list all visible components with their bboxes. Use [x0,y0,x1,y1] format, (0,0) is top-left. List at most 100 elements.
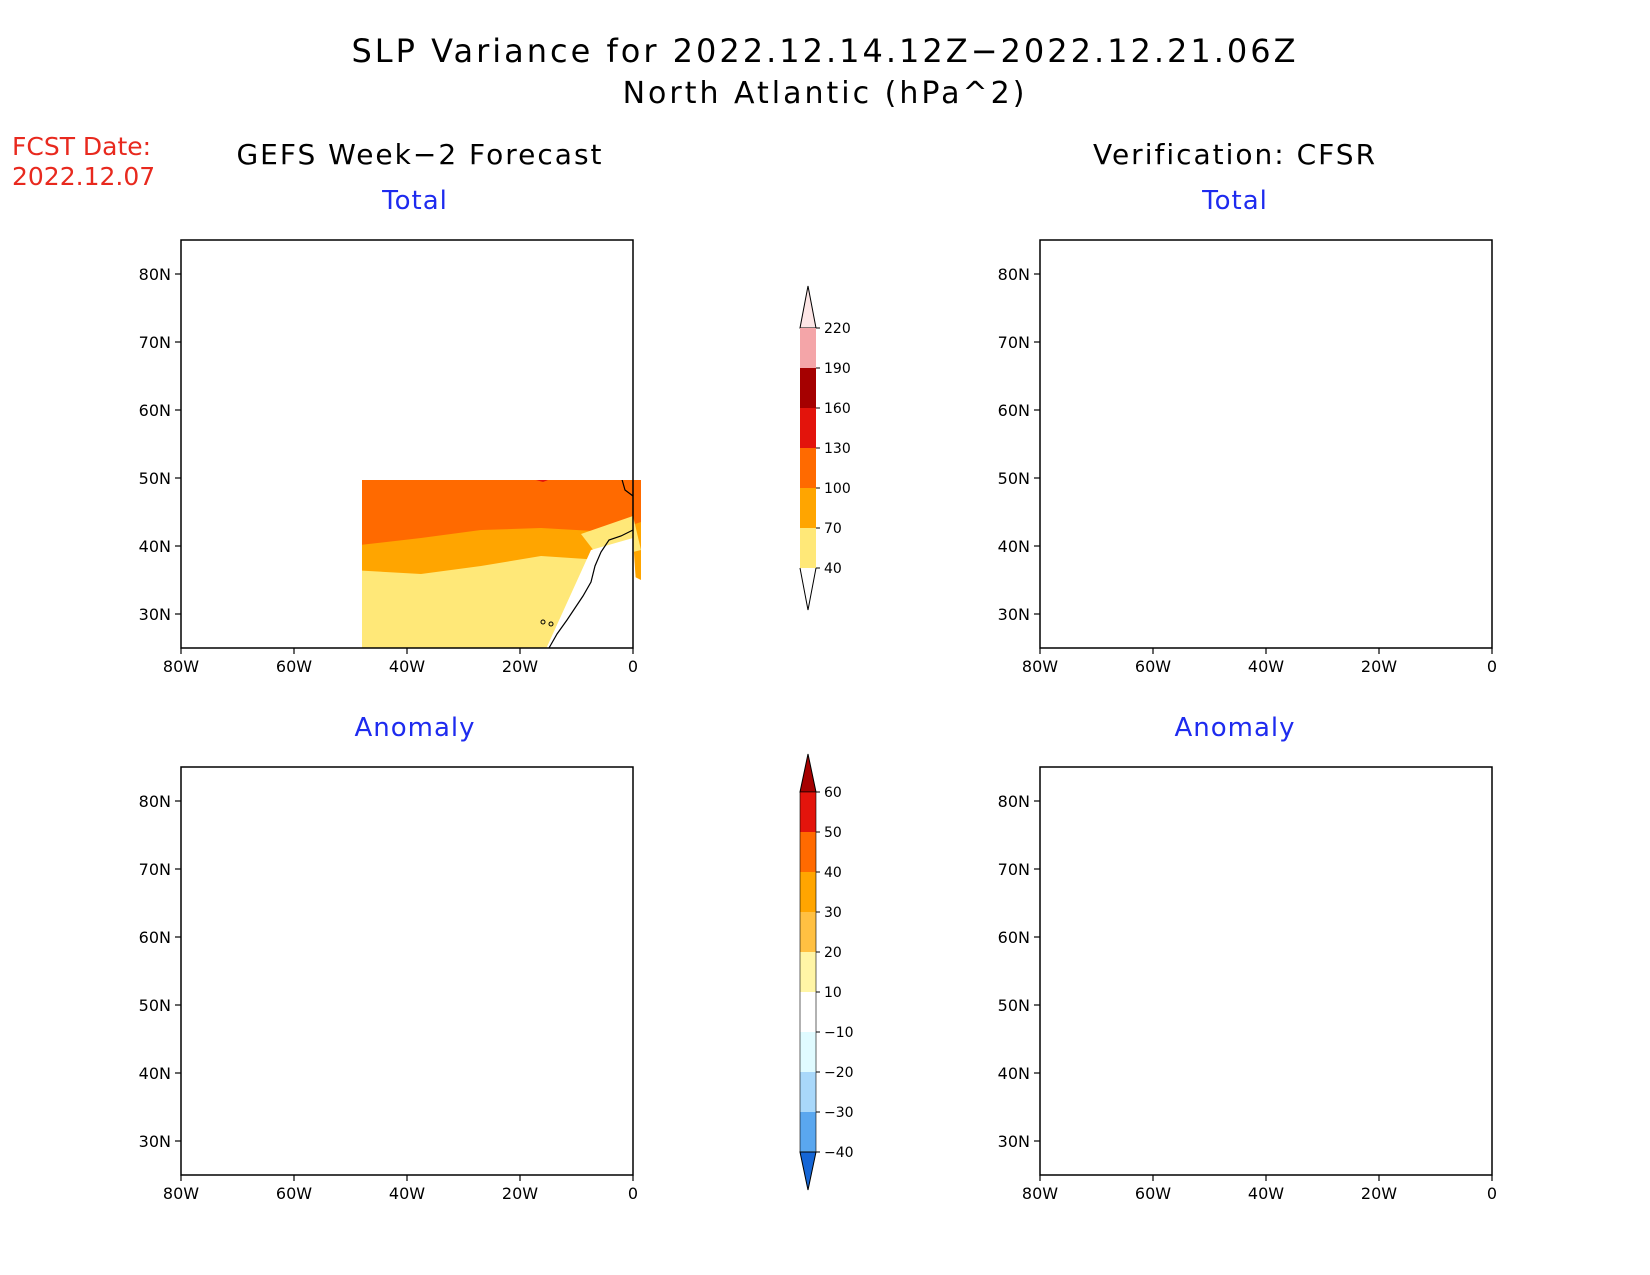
lon-tick-label-tl: 40W [389,657,425,676]
lat-tick-label-tr: 40N [998,537,1030,556]
lon-tick-label-tl: 80W [163,657,199,676]
lat-tick-label-br: 80N [998,792,1030,811]
lon-tick-label-br: 60W [1135,1184,1171,1203]
lon-tick-label-bl: 20W [502,1184,538,1203]
frame-bottom-right [1039,766,1493,1176]
cbar-anom-label: 30 [824,905,842,921]
panel-title-top-right: Total [1202,186,1268,216]
lon-tick-label-tr: 0 [1487,657,1497,676]
lon-tick-label-bl: 60W [276,1184,312,1203]
cbar-anom-top-arrow [799,753,817,793]
lon-tick-label-tr: 60W [1135,657,1171,676]
main-title: SLP Variance for 2022.12.14.12Z−2022.12.… [351,32,1299,70]
cbar-total-band [800,408,816,448]
panel-title-bottom-right: Anomaly [1174,713,1296,743]
lon-tick-label-tr: 40W [1248,657,1284,676]
fcst-date-value: 2022.12.07 [12,162,156,191]
right-column-title: Verification: CFSR [1092,138,1378,171]
lat-tick-label-br: 60N [998,928,1030,947]
cbar-total-label: 70 [824,521,842,537]
cbar-anom-band [800,952,816,992]
colorbar-total: 220 190 160 130 100 70 40 [799,285,851,611]
lon-tick-label-bl: 80W [163,1184,199,1203]
lon-tick-label-br: 40W [1248,1184,1284,1203]
cbar-total-top-arrow [799,285,817,329]
lat-tick-label-bl: 80N [139,792,171,811]
cbar-anom-band [800,1112,816,1152]
lat-tick-label-tr: 60N [998,401,1030,420]
cbar-anom-band [800,1032,816,1072]
cbar-total-band [800,368,816,408]
panel-title-top-left: Total [382,186,448,216]
cbar-total-label: 160 [824,401,851,417]
cbar-anom-band [800,832,816,872]
cbar-anom-bottom-arrow [799,1151,817,1191]
lat-tick-label-br: 70N [998,860,1030,879]
cbar-total-band [800,448,816,488]
lon-tick-label-bl: 0 [628,1184,638,1203]
cbar-anom-band [800,992,816,1032]
lon-tick-label-bl: 40W [389,1184,425,1203]
cbar-anom-label: −30 [824,1105,854,1121]
lat-tick-label-tl: 30N [139,605,171,624]
lat-tick-label-bl: 70N [139,860,171,879]
lon-tick-label-tl: 60W [276,657,312,676]
cbar-total-band [800,528,816,568]
lat-tick-label-br: 50N [998,996,1030,1015]
fcst-date-label: FCST Date: [12,132,152,161]
lon-tick-label-tr: 80W [1022,657,1058,676]
lat-tick-label-tl: 80N [139,265,171,284]
main-subtitle: North Atlantic (hPa^2) [622,76,1028,111]
lat-tick-label-tl: 40N [139,537,171,556]
lat-tick-label-tr: 80N [998,265,1030,284]
lat-tick-label-tl: 60N [139,401,171,420]
cbar-anom-label: −20 [824,1065,854,1081]
lat-tick-label-bl: 40N [139,1064,171,1083]
map-cfsr-anomaly [1040,767,1492,1187]
lon-tick-label-tl: 20W [502,657,538,676]
map-gefs-total [362,480,641,660]
panel-title-bottom-left: Anomaly [354,713,476,743]
cbar-total-band [800,328,816,368]
cbar-total-label: 40 [824,561,842,577]
lat-tick-label-br: 30N [998,1132,1030,1151]
lat-tick-label-br: 40N [998,1064,1030,1083]
lon-tick-label-br: 80W [1022,1184,1058,1203]
frame-top-right [1039,239,1493,649]
lat-tick-label-bl: 30N [139,1132,171,1151]
cbar-total-label: 100 [824,481,851,497]
cbar-anom-label: 10 [824,985,842,1001]
lon-tick-label-br: 20W [1361,1184,1397,1203]
cbar-anom-label: 50 [824,825,842,841]
lat-tick-label-tr: 30N [998,605,1030,624]
cbar-anom-band [800,912,816,952]
lat-tick-label-tl: 70N [139,333,171,352]
cbar-anom-label: −40 [824,1145,854,1161]
cbar-anom-label: −10 [824,1025,854,1041]
lon-tick-label-br: 0 [1487,1184,1497,1203]
cbar-total-band [800,488,816,528]
cbar-anom-label: 20 [824,945,842,961]
cbar-total-label: 220 [824,321,851,337]
cbar-total-label: 190 [824,361,851,377]
cbar-anom-label: 60 [824,785,842,801]
lat-tick-label-bl: 50N [139,996,171,1015]
lat-tick-label-tr: 70N [998,333,1030,352]
cbar-total-bottom-arrow [799,567,817,611]
lat-tick-label-bl: 60N [139,928,171,947]
cbar-anom-band [800,872,816,912]
frame-bottom-left [180,766,634,1176]
lon-tick-label-tl: 0 [628,657,638,676]
cbar-anom-band [800,792,816,832]
lon-tick-label-tr: 20W [1361,657,1397,676]
map-cfsr-total [1040,240,1500,660]
lat-tick-label-tl: 50N [139,469,171,488]
colorbar-anomaly: 60 50 40 30 20 10 −10 −20 −30 −40 [799,753,854,1191]
axes-layer: 80N 70N 60N 50N 40N 30N 80W 60W 40W 20W 0 80N 70N 60N… [139,265,1497,1203]
cbar-anom-band [800,1072,816,1112]
lat-tick-label-tr: 50N [998,469,1030,488]
left-column-title: GEFS Week−2 Forecast [236,138,604,171]
cbar-anom-label: 40 [824,865,842,881]
map-gefs-anomaly [181,767,633,1187]
